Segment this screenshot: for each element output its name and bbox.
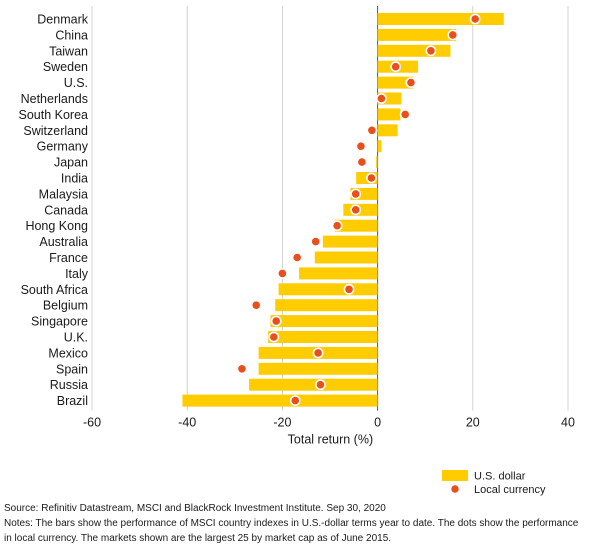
bar-australia (322, 235, 378, 248)
dot-japan (356, 156, 368, 168)
category-label-india: India (61, 172, 88, 186)
x-tick-label: 40 (561, 416, 575, 430)
bar-belgium (275, 299, 378, 312)
category-label-switzerland: Switzerland (23, 124, 88, 138)
legend-usd-label: U.S. dollar (474, 471, 526, 483)
dot-hong-kong (331, 220, 343, 232)
x-axis-ticks: -60 -40 -20 0 20 40 (83, 416, 575, 430)
dot-switzerland (366, 124, 378, 136)
bar-u-s (377, 76, 414, 89)
bar-switzerland (377, 124, 398, 137)
dot-malaysia (350, 188, 362, 200)
notes-text: Notes: The bars show the performance of … (4, 518, 579, 544)
dot-singapore (270, 315, 282, 327)
dot-china (447, 29, 459, 41)
category-label-south-africa: South Africa (21, 283, 88, 297)
bar-france (314, 251, 378, 264)
bar-italy (299, 267, 378, 280)
legend: U.S. dollar Local currency (442, 470, 546, 496)
category-label-japan: Japan (54, 156, 88, 170)
category-label-taiwan: Taiwan (49, 44, 88, 58)
dot-italy (276, 267, 288, 279)
dot-denmark (469, 13, 481, 25)
bar-denmark (377, 13, 504, 25)
category-label-hong-kong: Hong Kong (25, 219, 88, 233)
bar-u-k (268, 331, 378, 343)
category-label-france: France (49, 251, 88, 265)
source-note: Source: Refinitiv Datastream, MSCI and B… (4, 503, 386, 514)
dot-south-africa (343, 283, 355, 295)
local-currency-dots (236, 13, 481, 406)
bar-germany (377, 140, 382, 153)
dot-south-korea (399, 109, 411, 120)
legend-usd-swatch (442, 470, 468, 481)
bar-brazil (182, 394, 378, 407)
bar-spain (258, 362, 378, 375)
category-label-denmark: Denmark (37, 13, 88, 27)
legend-local-swatch (449, 483, 461, 495)
bar-south-africa (278, 283, 378, 296)
dot-germany (355, 140, 367, 152)
dot-u-s (405, 77, 417, 88)
x-tick-label: -20 (273, 416, 291, 430)
x-tick-label: 0 (374, 416, 381, 430)
bar-russia (249, 378, 378, 391)
bar-hong-kong (334, 219, 378, 232)
dot-u-k (268, 331, 280, 343)
bar-china (377, 28, 457, 41)
category-label-germany: Germany (37, 140, 89, 154)
category-label-spain: Spain (56, 362, 88, 376)
bar-south-korea (377, 108, 401, 121)
usd-bars (182, 13, 504, 407)
dot-mexico (312, 347, 324, 359)
bar-singapore (270, 315, 378, 328)
x-axis-label: Total return (%) (288, 433, 373, 447)
bar-japan (376, 156, 378, 169)
x-tick-label: 20 (466, 416, 480, 430)
category-label-malaysia: Malaysia (39, 187, 88, 201)
dot-russia (315, 379, 326, 391)
category-label-netherlands: Netherlands (21, 92, 88, 106)
category-label-italy: Italy (65, 267, 89, 281)
category-label-south-korea: South Korea (19, 108, 89, 122)
dot-taiwan (425, 45, 437, 57)
x-tick-label: -40 (178, 416, 196, 430)
dot-spain (236, 363, 248, 375)
category-label-china: China (55, 28, 88, 42)
category-label-brazil: Brazil (57, 394, 88, 408)
category-label-sweden: Sweden (43, 60, 88, 74)
category-label-singapore: Singapore (31, 315, 88, 329)
legend-local-label: Local currency (474, 484, 546, 496)
category-label-mexico: Mexico (48, 346, 88, 360)
category-label-russia: Russia (50, 378, 88, 392)
dot-australia (310, 236, 322, 247)
gridlines (91, 6, 569, 411)
category-label-u-k: U.K. (64, 331, 88, 345)
category-label-belgium: Belgium (43, 299, 88, 313)
bar-taiwan (377, 44, 451, 57)
dot-france (291, 252, 303, 263)
dot-india (366, 172, 377, 184)
dot-netherlands (376, 93, 387, 104)
dot-belgium (250, 299, 262, 311)
category-label-u-s: U.S. (64, 76, 88, 90)
dot-sweden (390, 61, 402, 73)
category-label-canada: Canada (44, 203, 88, 217)
x-tick-label: -60 (83, 416, 101, 430)
dot-brazil (289, 395, 301, 406)
category-label-australia: Australia (39, 235, 88, 249)
dot-canada (350, 204, 362, 216)
